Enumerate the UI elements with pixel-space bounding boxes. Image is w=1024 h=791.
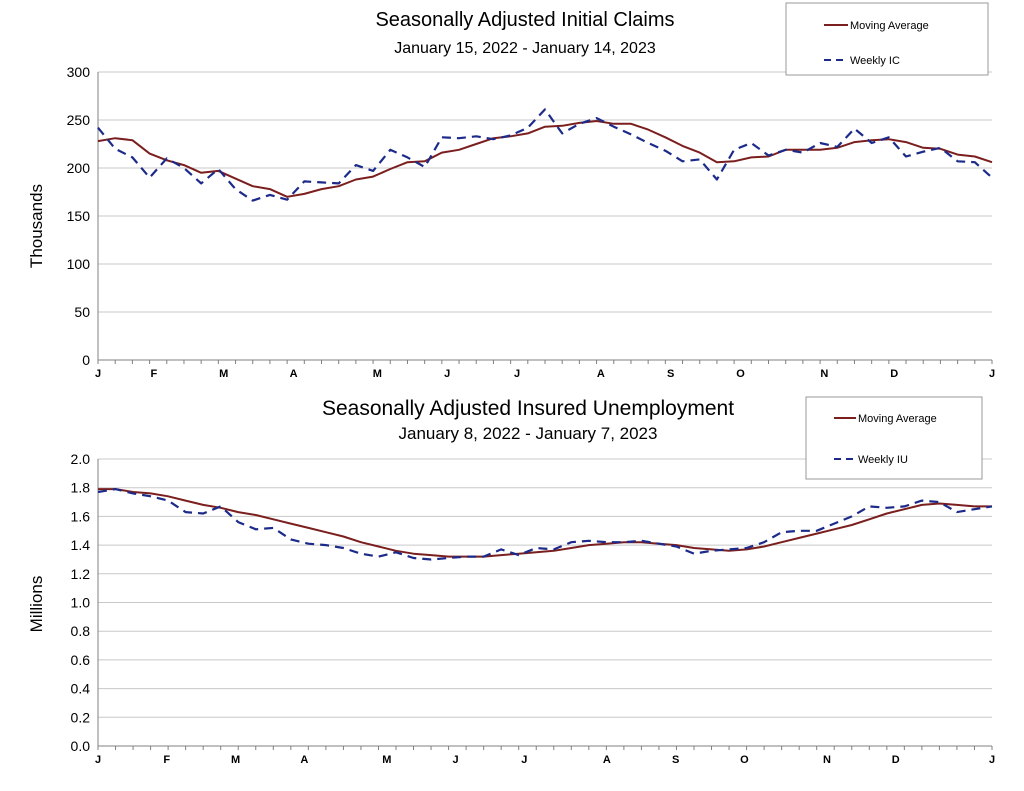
x-tick-label: D <box>892 754 900 766</box>
y-tick-label: 1.6 <box>71 508 91 524</box>
y-tick-label: 50 <box>74 304 90 320</box>
x-tick-label: S <box>667 368 674 380</box>
x-tick-label: J <box>989 754 995 766</box>
x-tick-label: J <box>444 368 450 380</box>
y-tick-label: 0.0 <box>71 738 91 754</box>
y-tick-label: 150 <box>67 208 91 224</box>
chart-subtitle: January 15, 2022 - January 14, 2023 <box>394 40 656 57</box>
y-tick-label: 0.6 <box>71 652 91 668</box>
x-tick-label: M <box>231 754 240 766</box>
y-tick-label: 250 <box>67 112 91 128</box>
x-tick-label: A <box>300 754 308 766</box>
y-tick-label: 1.4 <box>71 537 91 553</box>
moving-average-line <box>97 120 993 198</box>
x-tick-label: M <box>219 368 228 380</box>
y-tick-label: 300 <box>67 64 91 80</box>
y-tick-label: 1.0 <box>71 595 91 611</box>
y-tick-label: 1.2 <box>71 566 91 582</box>
x-tick-label: N <box>823 754 831 766</box>
legend: Moving Average Weekly IC <box>785 2 989 76</box>
y-tick-label: 0.2 <box>71 709 91 725</box>
x-tick-label: A <box>290 368 298 380</box>
y-tick-label: 100 <box>67 256 91 272</box>
x-tick-label: M <box>373 368 382 380</box>
chart-title: Seasonally Adjusted Initial Claims <box>375 9 674 31</box>
x-tick-label: S <box>672 754 679 766</box>
x-tick-label: N <box>820 368 828 380</box>
weekly-series-line <box>97 108 993 202</box>
y-tick-label: 1.8 <box>71 480 91 496</box>
x-tick-label: J <box>521 754 527 766</box>
chart-2: Seasonally Adjusted Insured Unemployment… <box>27 396 995 766</box>
x-tick-label: F <box>151 368 158 380</box>
legend: Moving Average Weekly IU <box>805 396 983 480</box>
legend-label: Weekly IU <box>858 454 908 466</box>
x-tick-label: J <box>514 368 520 380</box>
y-tick-label: 200 <box>67 160 91 176</box>
legend-box <box>785 2 989 76</box>
chart-title: Seasonally Adjusted Insured Unemployment <box>322 397 734 420</box>
x-tick-label: D <box>890 368 898 380</box>
legend-box <box>805 396 983 480</box>
y-tick-label: 0 <box>82 352 90 368</box>
moving-average-line <box>98 488 992 558</box>
legend-label: Moving Average <box>850 20 929 32</box>
legend-label: Weekly IC <box>850 55 900 67</box>
y-axis-label: Thousands <box>27 184 46 268</box>
x-tick-label: A <box>603 754 611 766</box>
x-tick-label: J <box>95 368 101 380</box>
x-tick-label: M <box>382 754 391 766</box>
y-tick-label: 0.4 <box>71 681 91 697</box>
x-tick-label: A <box>597 368 605 380</box>
y-tick-label: 0.8 <box>71 623 91 639</box>
y-tick-label: 2.0 <box>71 451 91 467</box>
weekly-series-line <box>97 488 993 561</box>
x-tick-label: J <box>95 754 101 766</box>
chart-subtitle: January 8, 2022 - January 7, 2023 <box>399 424 658 443</box>
legend-label: Moving Average <box>858 413 937 425</box>
x-tick-label: O <box>740 754 749 766</box>
x-tick-label: F <box>163 754 170 766</box>
x-tick-label: J <box>989 368 995 380</box>
y-axis-label: Millions <box>27 576 46 633</box>
x-tick-label: O <box>736 368 745 380</box>
chart-1: Seasonally Adjusted Initial Claims Januar… <box>27 2 995 380</box>
x-tick-label: J <box>453 754 459 766</box>
